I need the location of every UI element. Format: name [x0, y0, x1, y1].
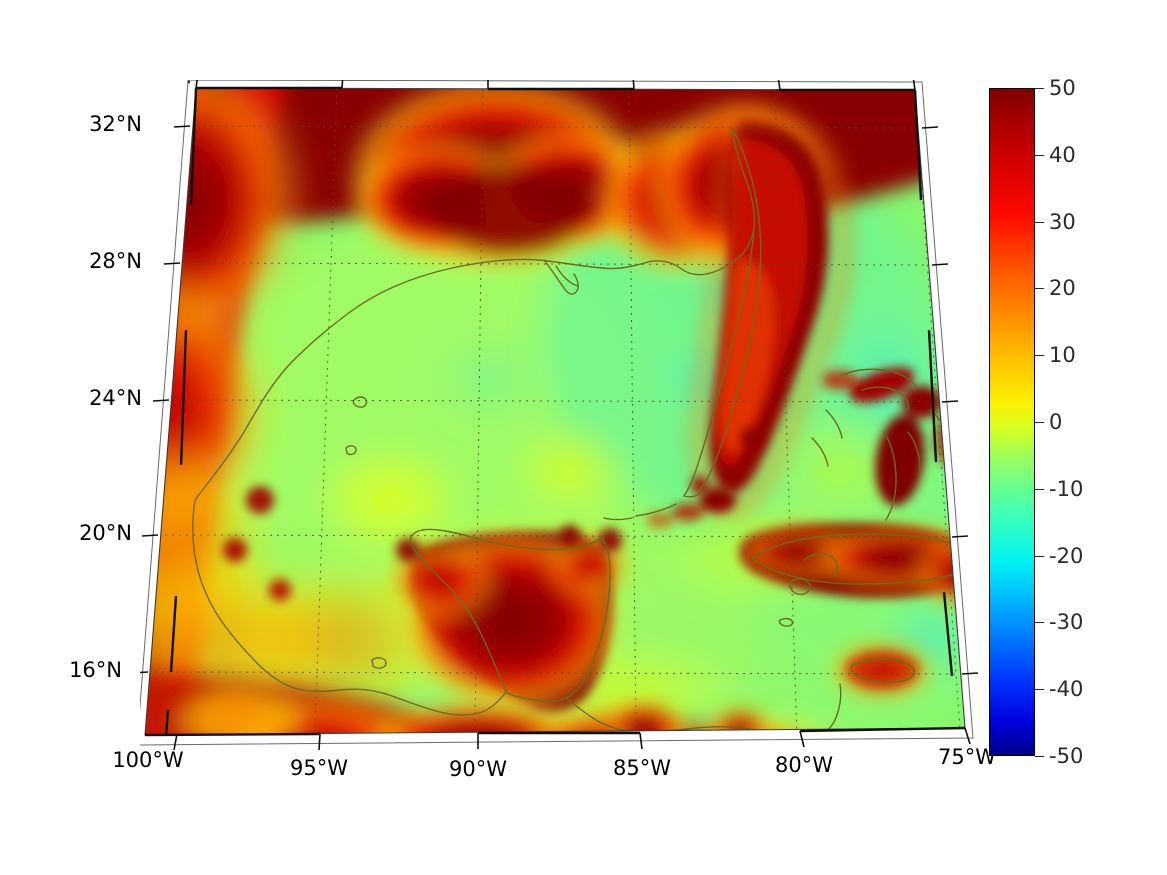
colorbar-tick-30 [1035, 221, 1044, 223]
colorbar-label-m50: -50 [1049, 744, 1084, 768]
colorbar-tick-40 [1035, 154, 1044, 156]
colorbar-label-30: 30 [1049, 209, 1076, 234]
lat-tick-label-24N: 24°N [89, 386, 142, 410]
map-plot-area [140, 80, 980, 750]
lon-tick-label-90W: 90°W [449, 757, 507, 781]
colorbar-label-m40: -40 [1049, 677, 1084, 702]
colorbar-tick-50 [1035, 88, 1044, 89]
lon-tick-label-80W: 80°W [775, 753, 833, 777]
graticule [147, 88, 963, 735]
colorbar[interactable]: 50 40 30 20 10 0 -10 -20 -30 -40 -50 [989, 76, 1083, 768]
lat-tick-label-32N: 32°N [89, 112, 142, 136]
lon-tick-label-95W: 95°W [290, 756, 348, 780]
map-svg [140, 80, 979, 750]
colorbar-label-50: 50 [1049, 76, 1076, 100]
lat-tick-label-28N: 28°N [89, 249, 142, 273]
colorbar-tick-10 [1035, 355, 1044, 357]
colorbar-tick-m50 [1035, 756, 1044, 757]
colorbar-label-m20: -20 [1049, 543, 1084, 568]
colorbar-label-m10: -10 [1049, 476, 1084, 501]
colorbar-label-40: 40 [1049, 142, 1076, 167]
colorbar-label-20: 20 [1049, 276, 1076, 301]
colorbar-tick-0 [1035, 422, 1044, 423]
map-frame [140, 80, 979, 750]
colorbar-tick-m30 [1035, 622, 1044, 624]
colorbar-label-m30: -30 [1049, 610, 1084, 635]
colorbar-tick-m40 [1035, 689, 1044, 691]
colorbar-tick-20 [1035, 288, 1044, 290]
colorbar-gradient [989, 88, 1035, 756]
colorbar-tick-m10 [1035, 488, 1044, 490]
lon-tick-label-100W: 100°W [112, 748, 184, 772]
lon-tick-label-85W: 85°W [613, 756, 671, 780]
lat-tick-label-16N: 16°N [69, 658, 122, 682]
colorbar-label-0: 0 [1049, 410, 1063, 434]
scalar-field-raster [145, 88, 965, 735]
colorbar-label-10: 10 [1049, 343, 1076, 368]
colorbar-tick-m20 [1035, 555, 1044, 557]
lat-tick-label-20N: 20°N [79, 521, 132, 545]
lon-tick-label-75W: 75°W [938, 745, 996, 769]
